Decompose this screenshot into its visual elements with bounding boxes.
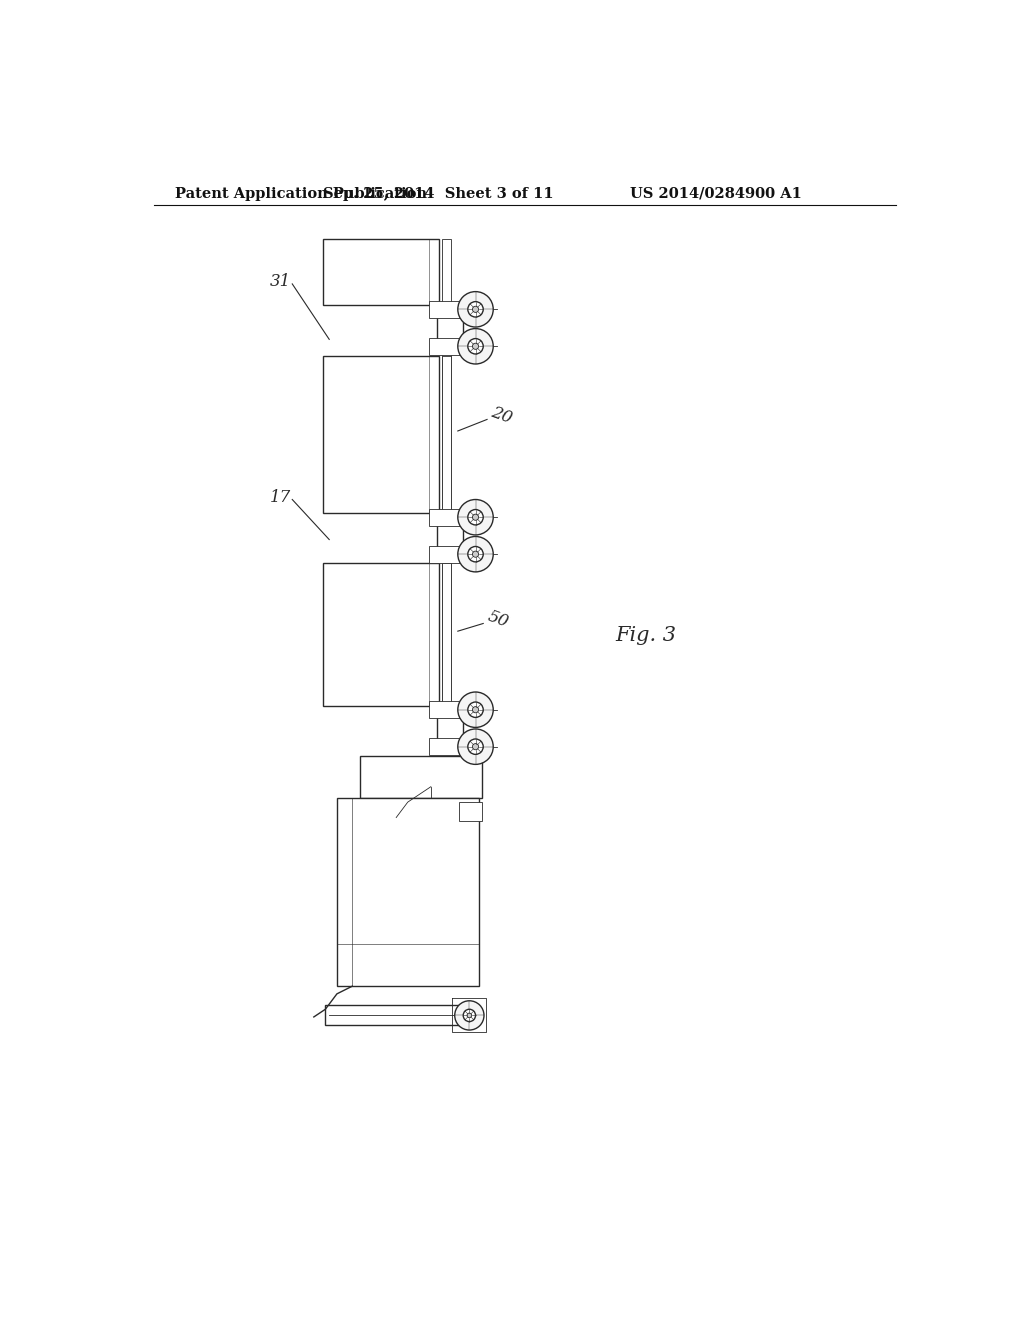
- Circle shape: [468, 339, 483, 354]
- Circle shape: [458, 292, 494, 327]
- Bar: [460, 803, 482, 821]
- Bar: [360, 756, 482, 799]
- Circle shape: [458, 536, 494, 572]
- Circle shape: [472, 306, 478, 313]
- Text: 17: 17: [269, 488, 291, 506]
- Circle shape: [468, 546, 483, 562]
- Bar: [323, 355, 438, 513]
- Bar: [429, 545, 464, 562]
- Circle shape: [458, 692, 494, 727]
- Text: 20: 20: [488, 404, 514, 428]
- Bar: [441, 562, 451, 701]
- Text: Patent Application Publication: Patent Application Publication: [175, 187, 427, 201]
- Text: 50: 50: [484, 609, 511, 631]
- Bar: [429, 738, 464, 755]
- Circle shape: [467, 1014, 472, 1018]
- Circle shape: [472, 743, 478, 750]
- Circle shape: [468, 702, 483, 718]
- Circle shape: [468, 739, 483, 755]
- Bar: [326, 1006, 471, 1024]
- Text: Sep. 25, 2014  Sheet 3 of 11: Sep. 25, 2014 Sheet 3 of 11: [324, 187, 554, 201]
- Bar: [437, 512, 463, 560]
- Bar: [441, 239, 451, 305]
- Bar: [441, 355, 451, 513]
- Circle shape: [468, 302, 483, 317]
- Bar: [441, 564, 451, 706]
- Circle shape: [463, 1010, 475, 1022]
- Text: 31: 31: [269, 273, 291, 290]
- Bar: [437, 705, 463, 752]
- Circle shape: [472, 343, 478, 350]
- Text: Fig. 3: Fig. 3: [615, 626, 677, 645]
- Bar: [337, 799, 478, 986]
- Bar: [323, 564, 438, 706]
- Circle shape: [458, 499, 494, 535]
- Circle shape: [458, 329, 494, 364]
- Circle shape: [472, 552, 478, 557]
- Circle shape: [472, 513, 478, 520]
- Text: US 2014/0284900 A1: US 2014/0284900 A1: [630, 187, 802, 201]
- Bar: [429, 701, 464, 718]
- Bar: [441, 354, 451, 508]
- Circle shape: [472, 706, 478, 713]
- Bar: [323, 239, 438, 305]
- Bar: [437, 304, 463, 351]
- Bar: [429, 508, 464, 525]
- Circle shape: [468, 510, 483, 525]
- Bar: [429, 338, 464, 355]
- Circle shape: [458, 729, 494, 764]
- Bar: [429, 301, 464, 318]
- Circle shape: [455, 1001, 484, 1030]
